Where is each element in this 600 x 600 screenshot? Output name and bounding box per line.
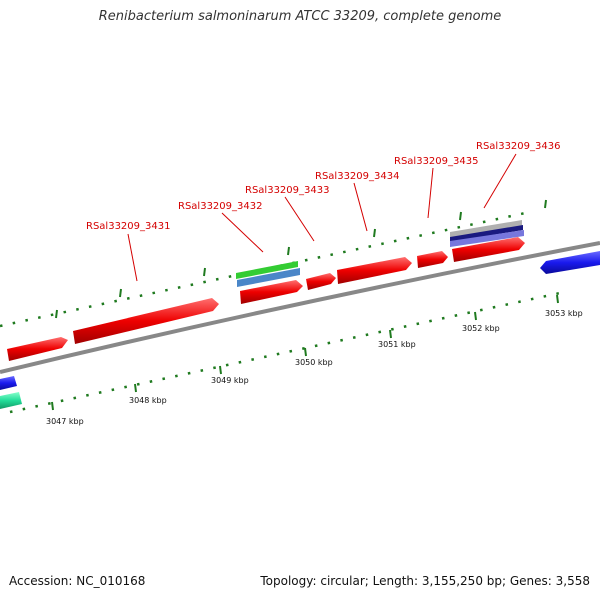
feature-violet[interactable]	[450, 230, 524, 247]
tick-label-3053: 3053 kbp	[545, 309, 583, 318]
gene-label-3435[interactable]: RSal33209_3435	[394, 156, 478, 167]
genome-summary-text: Topology: circular; Length: 3,155,250 bp…	[260, 574, 590, 588]
rrna-feature-green[interactable]	[236, 261, 298, 279]
tick-label-3050: 3050 kbp	[295, 358, 333, 367]
cds-arrow[interactable]	[240, 280, 303, 304]
label-leader-lines	[127, 153, 517, 282]
feature-blue-left[interactable]	[0, 376, 17, 390]
outer-major-ticks	[55, 199, 547, 319]
tick-label-3049: 3049 kbp	[211, 376, 249, 385]
rrna-feature-blue[interactable]	[237, 268, 300, 287]
gene-label-3433[interactable]: RSal33209_3433	[245, 185, 329, 196]
accession-text: Accession: NC_010168	[9, 574, 146, 588]
feature-grey[interactable]	[450, 220, 522, 238]
gene-label-3431[interactable]: RSal33209_3431	[86, 221, 170, 232]
cds-arrow[interactable]	[73, 298, 219, 344]
inner-tick-ring	[9, 291, 561, 414]
gene-label-3436[interactable]: RSal33209_3436	[476, 141, 560, 152]
feature-navy[interactable]	[450, 225, 523, 242]
cds-arrow[interactable]	[306, 273, 336, 290]
gene-label-3432[interactable]: RSal33209_3432	[178, 201, 262, 212]
cds-arrow[interactable]	[7, 337, 68, 361]
tick-label-3052: 3052 kbp	[462, 324, 500, 333]
feature-teal-left[interactable]	[0, 392, 22, 409]
genome-backbone	[0, 241, 600, 374]
gene-label-3434[interactable]: RSal33209_3434	[315, 171, 399, 182]
cds-arrow[interactable]	[337, 257, 412, 284]
map-title: Renibacterium salmoninarum ATCC 33209, c…	[98, 9, 502, 24]
tick-label-3047: 3047 kbp	[46, 417, 84, 426]
cds-arrow[interactable]	[452, 237, 525, 262]
tick-label-3051: 3051 kbp	[378, 340, 416, 349]
tick-label-3048: 3048 kbp	[129, 396, 167, 405]
inner-major-ticks	[51, 294, 559, 411]
feature-blue-right[interactable]	[540, 251, 600, 274]
cds-arrow[interactable]	[417, 251, 448, 268]
